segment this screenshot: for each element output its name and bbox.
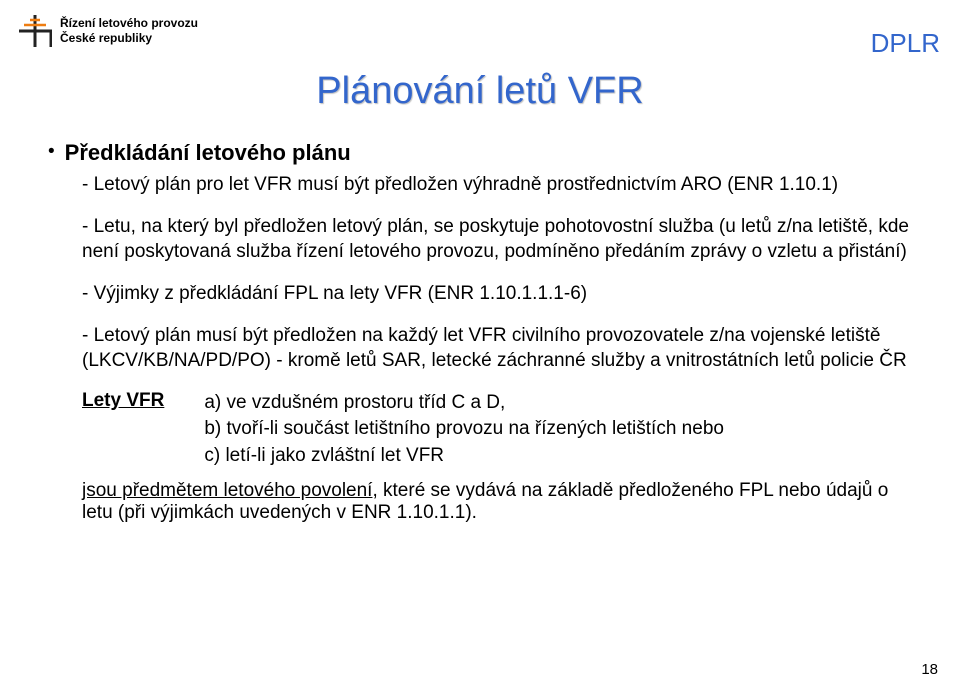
- para-4: - Letový plán musí být předložen na každ…: [82, 323, 912, 374]
- para-3: - Výjimky z předkládání FPL na lety VFR …: [82, 281, 912, 307]
- bullet-heading: Předkládání letového plánu: [65, 140, 351, 166]
- header-right: DPLR: [871, 28, 940, 59]
- slide-page: Řízení letového provozu České republiky …: [0, 0, 960, 694]
- tail-underlined: jsou předmětem letového povolení: [82, 480, 372, 501]
- para-1: - Letový plán pro let VFR musí být předl…: [82, 172, 912, 198]
- logo-icon: [18, 14, 52, 48]
- bullet-heading-row: • Předkládání letového plánu: [48, 140, 912, 166]
- slide-body: • Předkládání letového plánu - Letový pl…: [48, 140, 912, 540]
- abc-c: c) letí-li jako zvláštní let VFR: [204, 443, 724, 470]
- abc-b: b) tvoří-li součást letištního provozu n…: [204, 416, 724, 443]
- page-number: 18: [921, 661, 938, 678]
- slide-title: Plánování letů VFR: [0, 70, 960, 113]
- logo-text: Řízení letového provozu České republiky: [60, 16, 198, 46]
- bullet-dot: •: [48, 140, 55, 165]
- tail-paragraph: jsou předmětem letového povolení, které …: [82, 480, 912, 524]
- lety-vfr-label: Lety VFR: [82, 390, 164, 412]
- logo-line2: České republiky: [60, 31, 198, 46]
- lety-row: Lety VFR a) ve vzdušném prostoru tříd C …: [82, 390, 912, 470]
- logo-block: Řízení letového provozu České republiky: [18, 14, 198, 48]
- abc-list: a) ve vzdušném prostoru tříd C a D, b) t…: [204, 390, 724, 470]
- abc-a: a) ve vzdušném prostoru tříd C a D,: [204, 390, 724, 417]
- logo-line1: Řízení letového provozu: [60, 16, 198, 31]
- para-2: - Letu, na který byl předložen letový pl…: [82, 214, 912, 265]
